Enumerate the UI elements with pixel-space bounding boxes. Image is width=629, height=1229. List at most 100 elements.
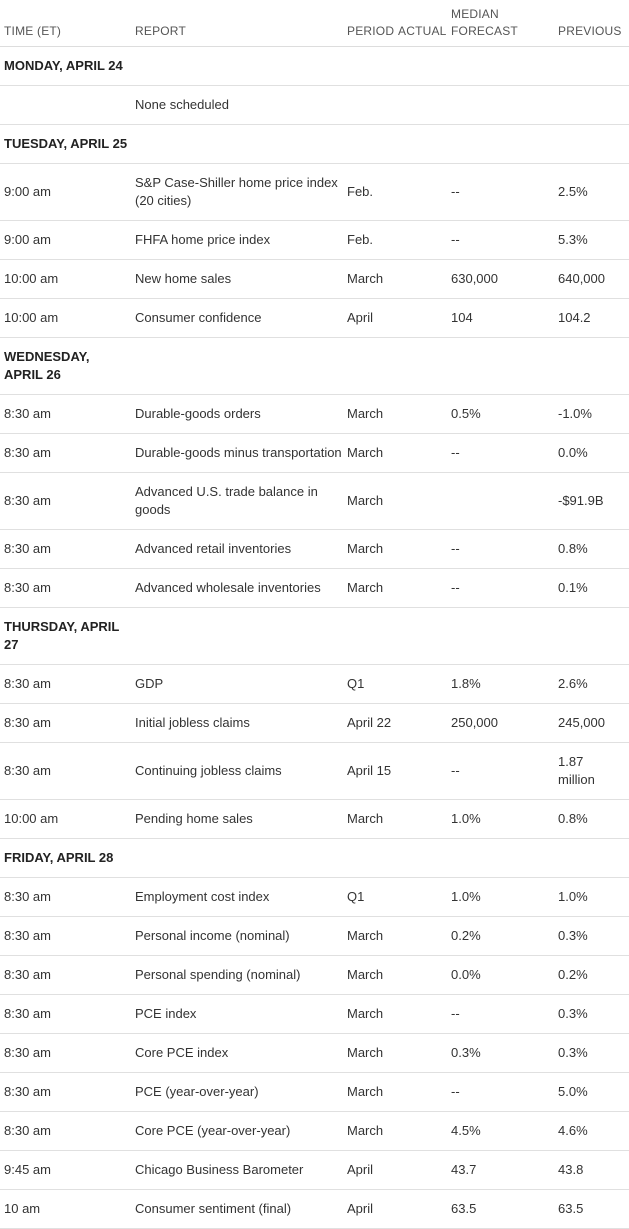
cell-time: 8:30 am (0, 1033, 131, 1073)
cell-forecast: -- (447, 220, 554, 260)
cell-report: PCE index (131, 994, 343, 1034)
cell-time: 8:30 am (0, 916, 131, 956)
cell-actual (394, 1072, 447, 1112)
cell-period: March (343, 568, 394, 608)
cell-period: April (343, 1189, 394, 1229)
cell-period: March (343, 472, 394, 530)
cell-report: Advanced wholesale inventories (131, 568, 343, 608)
day-row: MONDAY, APRIL 24 (0, 46, 629, 86)
cell-previous: -1.0% (554, 394, 629, 434)
cell-forecast: -- (447, 742, 554, 800)
cell-report: S&P Case-Shiller home price index (20 ci… (131, 163, 343, 221)
cell-period: March (343, 1033, 394, 1073)
table-row: 8:30 am Personal spending (nominal) March 0… (0, 955, 629, 995)
cell-forecast: -- (447, 433, 554, 473)
cell-forecast: 0.0% (447, 955, 554, 995)
cell-period: March (343, 529, 394, 569)
table-row: 9:00 am S&P Case-Shiller home price index… (0, 163, 629, 221)
cell-actual (394, 85, 447, 125)
cell-previous: 63.5 (554, 1189, 629, 1229)
cell-previous: 5.3% (554, 220, 629, 260)
cell-period: March (343, 799, 394, 839)
table-row: 8:30 am Advanced wholesale inventories Mar… (0, 568, 629, 608)
cell-time: 9:00 am (0, 163, 131, 221)
cell-previous: 1.87 million (554, 742, 629, 800)
cell-time: 10 am (0, 1189, 131, 1229)
day-row: THURSDAY, APRIL 27 (0, 607, 629, 665)
cell-report: Employment cost index (131, 877, 343, 917)
day-label: TUESDAY, APRIL 25 (4, 136, 128, 151)
cell-forecast (447, 85, 554, 125)
cell-actual (394, 799, 447, 839)
header-actual: ACTUAL (394, 0, 447, 47)
table-row: 8:30 am Core PCE (year-over-year) March 4.5… (0, 1111, 629, 1151)
cell-time: 8:30 am (0, 472, 131, 530)
table-row: 8:30 am Continuing jobless claims April 15… (0, 742, 629, 800)
cell-actual (394, 394, 447, 434)
cell-previous: 5.0% (554, 1072, 629, 1112)
cell-actual (394, 877, 447, 917)
cell-previous: 1.0% (554, 877, 629, 917)
cell-previous: 0.3% (554, 916, 629, 956)
cell-report: Advanced retail inventories (131, 529, 343, 569)
table-row: 8:30 am Core PCE index March 0.3% 0.3% (0, 1033, 629, 1073)
cell-actual (394, 433, 447, 473)
cell-forecast: -- (447, 529, 554, 569)
cell-report: None scheduled (131, 85, 343, 125)
cell-period: March (343, 916, 394, 956)
cell-forecast: 0.2% (447, 916, 554, 956)
day-label: WEDNESDAY, APRIL 26 (4, 349, 90, 382)
cell-time: 10:00 am (0, 259, 131, 299)
cell-previous: 0.3% (554, 1033, 629, 1073)
cell-time: 10:00 am (0, 298, 131, 338)
table-row: 10:00 am Consumer confidence April 104 104.2 (0, 298, 629, 338)
cell-time (0, 85, 131, 125)
cell-previous: 0.0% (554, 433, 629, 473)
cell-forecast: 0.3% (447, 1033, 554, 1073)
cell-period: March (343, 433, 394, 473)
cell-actual (394, 1150, 447, 1190)
header-forecast: MEDIAN FORECAST (447, 0, 554, 47)
cell-report: Initial jobless claims (131, 703, 343, 743)
cell-actual (394, 529, 447, 569)
cell-forecast: 1.0% (447, 799, 554, 839)
cell-period: Q1 (343, 877, 394, 917)
table-row: 8:30 am Initial jobless claims April 22 250… (0, 703, 629, 743)
table-body: MONDAY, APRIL 24 None scheduled TUESDAY, A… (0, 46, 629, 1229)
header-report: REPORT (131, 0, 343, 47)
cell-previous: 0.3% (554, 994, 629, 1034)
cell-period: Feb. (343, 220, 394, 260)
cell-time: 8:30 am (0, 703, 131, 743)
cell-report: Pending home sales (131, 799, 343, 839)
cell-time: 9:45 am (0, 1150, 131, 1190)
cell-period: April (343, 298, 394, 338)
cell-forecast: 1.8% (447, 664, 554, 704)
cell-previous: -$91.9B (554, 472, 629, 530)
table-row: 8:30 am PCE (year-over-year) March -- 5.0% (0, 1072, 629, 1112)
cell-report: Continuing jobless claims (131, 742, 343, 800)
day-row: TUESDAY, APRIL 25 (0, 124, 629, 164)
cell-actual (394, 1033, 447, 1073)
cell-report: Core PCE (year-over-year) (131, 1111, 343, 1151)
cell-forecast: -- (447, 568, 554, 608)
cell-report: Advanced U.S. trade balance in goods (131, 472, 343, 530)
cell-previous: 0.8% (554, 529, 629, 569)
cell-previous (554, 85, 629, 125)
cell-actual (394, 472, 447, 530)
table-row: 8:30 am PCE index March -- 0.3% (0, 994, 629, 1034)
cell-forecast: 63.5 (447, 1189, 554, 1229)
cell-previous: 245,000 (554, 703, 629, 743)
cell-forecast: 0.5% (447, 394, 554, 434)
cell-actual (394, 742, 447, 800)
cell-period: Q1 (343, 664, 394, 704)
table-row: 8:30 am Employment cost index Q1 1.0% 1.0% (0, 877, 629, 917)
header-previous: PREVIOUS (554, 0, 629, 47)
table-row: 9:00 am FHFA home price index Feb. -- 5.3% (0, 220, 629, 260)
cell-actual (394, 994, 447, 1034)
cell-time: 8:30 am (0, 955, 131, 995)
day-row: WEDNESDAY, APRIL 26 (0, 337, 629, 395)
cell-report: FHFA home price index (131, 220, 343, 260)
cell-time: 8:30 am (0, 1072, 131, 1112)
cell-period: March (343, 1072, 394, 1112)
cell-report: Personal spending (nominal) (131, 955, 343, 995)
